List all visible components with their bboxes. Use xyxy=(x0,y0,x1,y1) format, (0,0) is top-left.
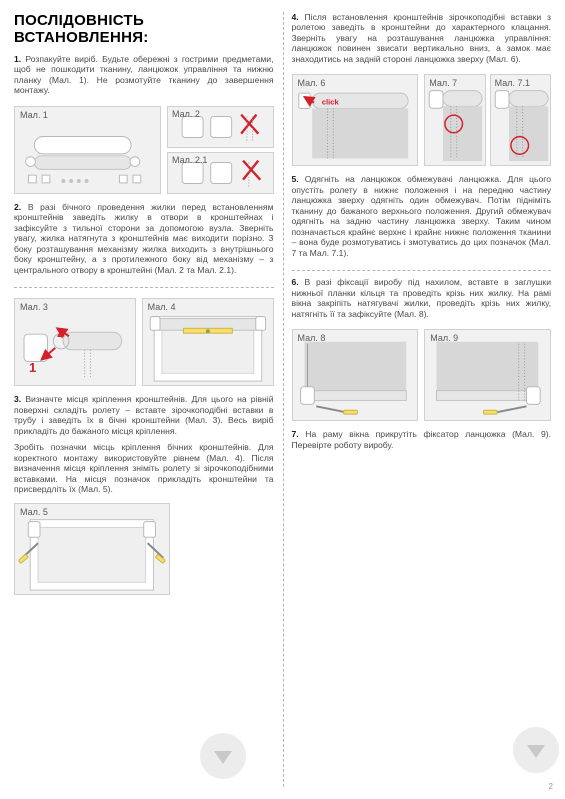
p1-text: Розпакуйте виріб. Будьте обережні з гост… xyxy=(14,54,274,95)
figure-6: Мал. 6 click xyxy=(292,74,419,166)
fig1-label: Мал. 1 xyxy=(20,110,48,120)
fig2-label: Мал. 2 xyxy=(172,109,200,119)
p6-num: 6. xyxy=(292,277,299,287)
fig7-label: Мал. 7 xyxy=(429,78,457,88)
page-number: 2 xyxy=(549,782,553,791)
paragraph-4: 4. Після встановлення кронштейнів зірочк… xyxy=(292,12,552,64)
figure-5: Мал. 5 xyxy=(14,503,170,595)
p3-num: 3. xyxy=(14,394,21,404)
watermark-icon-2 xyxy=(513,727,559,773)
arrow-1: 1 xyxy=(29,360,36,375)
figure-3: Мал. 3 2 1 xyxy=(14,298,136,386)
p7-text: На раму вікна прикрутіть фіксатор ланцюж… xyxy=(292,429,552,449)
paragraph-3a: 3. Визначте місця кріплення кронштейнів.… xyxy=(14,394,274,436)
p2-text: В разі бічного проведення жилки перед вс… xyxy=(14,202,274,275)
p4-text: Після встановлення кронштейнів зірочкопо… xyxy=(292,12,552,64)
p5-text: Одягніть на ланцюжок обмежувачі ланцюжка… xyxy=(292,174,552,257)
figure-8: Мал. 8 xyxy=(292,329,419,421)
figure-2-1: Мал. 2.1 xyxy=(167,152,273,194)
fig4-label: Мал. 4 xyxy=(148,302,176,312)
paragraph-2: 2. В разі бічного проведення жилки перед… xyxy=(14,202,274,275)
right-column: 4. Після встановлення кронштейнів зірочк… xyxy=(292,12,552,787)
p6-text: В разі фіксації виробу під нахилом, вста… xyxy=(292,277,552,318)
fig9-label: Мал. 9 xyxy=(430,333,458,343)
paragraph-6: 6. В разі фіксації виробу під нахилом, в… xyxy=(292,277,552,319)
svg-text:click: click xyxy=(321,98,339,107)
figure-row-2: Мал. 3 2 1 Мал. 4 xyxy=(14,298,274,386)
vertical-divider xyxy=(283,12,284,787)
arrow-2: 2 xyxy=(57,325,64,340)
fig71-label: Мал. 7.1 xyxy=(495,78,530,88)
p3b-text: Зробіть позначки місць кріплення бічних … xyxy=(14,442,274,494)
fig21-label: Мал. 2.1 xyxy=(172,155,207,165)
left-column: Послідовність встановлення: 1. Розпакуйт… xyxy=(14,12,274,787)
p2-num: 2. xyxy=(14,202,21,212)
figure-row-4: Мал. 8 Мал. 9 xyxy=(292,329,552,421)
p3a-text: Визначте місця кріплення кронштейнів. Дл… xyxy=(14,394,274,435)
fig3-label: Мал. 3 xyxy=(20,302,48,312)
figure-1: Мал. 1 xyxy=(14,106,161,194)
figure-7-1: Мал. 7.1 xyxy=(490,74,551,166)
p1-num: 1. xyxy=(14,54,21,64)
paragraph-7: 7. На раму вікна прикрутіть фіксатор лан… xyxy=(292,429,552,450)
figure-4: Мал. 4 xyxy=(142,298,274,386)
watermark-icon xyxy=(200,733,246,779)
horizontal-divider-right xyxy=(292,270,552,271)
p4-num: 4. xyxy=(292,12,299,22)
p7-num: 7. xyxy=(292,429,299,439)
fig5-label: Мал. 5 xyxy=(20,507,48,517)
paragraph-3b: Зробіть позначки місць кріплення бічних … xyxy=(14,442,274,494)
figure-row-1: Мал. 1 Мал. 2 xyxy=(14,106,274,194)
figure-9: Мал. 9 xyxy=(424,329,551,421)
fig8-label: Мал. 8 xyxy=(298,333,326,343)
figure-2: Мал. 2 xyxy=(167,106,273,148)
paragraph-1: 1. Розпакуйте виріб. Будьте обережні з г… xyxy=(14,54,274,96)
page-title: Послідовність встановлення: xyxy=(14,12,274,46)
figure-row-3: Мал. 6 click Мал. 7 xyxy=(292,74,552,166)
figure-7: Мал. 7 xyxy=(424,74,485,166)
horizontal-divider-left xyxy=(14,287,274,288)
fig6-label: Мал. 6 xyxy=(298,78,326,88)
p5-num: 5. xyxy=(292,174,299,184)
paragraph-5: 5. Одягніть на ланцюжок обмежувачі ланцю… xyxy=(292,174,552,258)
